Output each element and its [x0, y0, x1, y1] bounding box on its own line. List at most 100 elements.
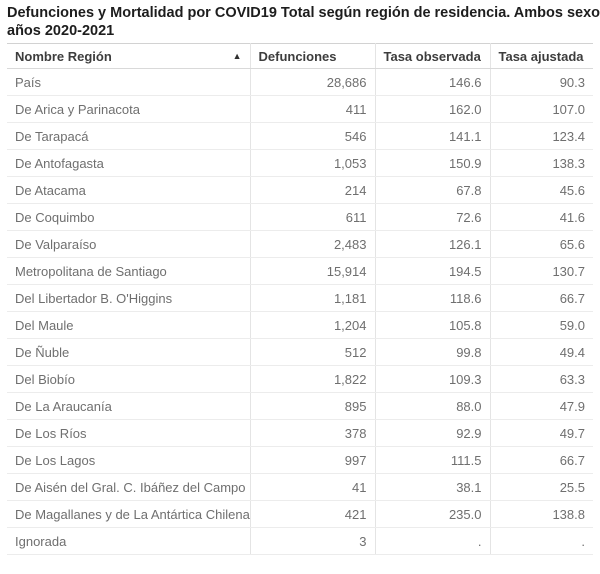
table-row: De Los Ríos 378 92.9 49.7 [7, 419, 593, 448]
tasa-ajustada-cell: 66.7 [490, 284, 593, 313]
region-cell: País [7, 68, 251, 97]
region-cell: De Ñuble [7, 338, 251, 367]
defunciones-cell: 1,204 [250, 311, 376, 340]
defunciones-cell: 3 [250, 527, 376, 556]
page-title-line-1: Defunciones y Mortalidad por COVID19 Tot… [7, 5, 600, 21]
tasa-observada-cell: 38.1 [375, 473, 491, 502]
defunciones-cell: 411 [250, 95, 376, 124]
tasa-ajustada-cell: 90.3 [490, 68, 593, 97]
tasa-observada-cell: 111.5 [375, 446, 491, 475]
defunciones-cell: 611 [250, 203, 376, 232]
table-row: De Ñuble 512 99.8 49.4 [7, 338, 593, 367]
tasa-ajustada-cell: 123.4 [490, 122, 593, 151]
region-cell: De Arica y Parinacota [7, 95, 251, 124]
table-row: Del Maule 1,204 105.8 59.0 [7, 311, 593, 340]
tasa-ajustada-cell: 47.9 [490, 392, 593, 421]
tasa-ajustada-cell: 138.8 [490, 500, 593, 529]
tasa-observada-cell: 92.9 [375, 419, 491, 448]
defunciones-cell: 15,914 [250, 257, 376, 286]
tasa-observada-cell: 99.8 [375, 338, 491, 367]
region-cell: De Tarapacá [7, 122, 251, 151]
defunciones-cell: 2,483 [250, 230, 376, 259]
tasa-observada-cell: 105.8 [375, 311, 491, 340]
table-header-row: Nombre Región ▲ Defunciones Tasa observa… [7, 43, 593, 70]
table-row: De La Araucanía 895 88.0 47.9 [7, 392, 593, 421]
table-row: De Aisén del Gral. C. Ibáñez del Campo 41… [7, 473, 593, 502]
table-row: De Coquimbo 611 72.6 41.6 [7, 203, 593, 232]
defunciones-cell: 41 [250, 473, 376, 502]
defunciones-cell: 1,822 [250, 365, 376, 394]
region-cell: Metropolitana de Santiago [7, 257, 251, 286]
tasa-observada-cell: 146.6 [375, 68, 491, 97]
tasa-ajustada-cell: 107.0 [490, 95, 593, 124]
mortality-table: Nombre Región ▲ Defunciones Tasa observa… [7, 43, 593, 556]
region-cell: De Coquimbo [7, 203, 251, 232]
defunciones-cell: 378 [250, 419, 376, 448]
tasa-ajustada-cell: . [490, 527, 593, 556]
tasa-observada-cell: 235.0 [375, 500, 491, 529]
table-row: País 28,686 146.6 90.3 [7, 68, 593, 97]
defunciones-cell: 1,181 [250, 284, 376, 313]
sort-ascending-icon: ▲ [232, 50, 242, 61]
tasa-observada-cell: 194.5 [375, 257, 491, 286]
region-cell: De La Araucanía [7, 392, 251, 421]
tasa-observada-cell: 109.3 [375, 365, 491, 394]
table-row: De Antofagasta 1,053 150.9 138.3 [7, 149, 593, 178]
column-header-defunciones[interactable]: Defunciones [250, 43, 376, 70]
region-cell: De Los Ríos [7, 419, 251, 448]
column-header-nombre-region-label: Nombre Región [15, 48, 112, 64]
tasa-observada-cell: 67.8 [375, 176, 491, 205]
defunciones-cell: 997 [250, 446, 376, 475]
tasa-observada-cell: 126.1 [375, 230, 491, 259]
tasa-ajustada-cell: 41.6 [490, 203, 593, 232]
table-row: Metropolitana de Santiago 15,914 194.5 130.… [7, 257, 593, 286]
column-header-nombre-region[interactable]: Nombre Región ▲ [7, 43, 251, 70]
table-row: De Atacama 214 67.8 45.6 [7, 176, 593, 205]
tasa-observada-cell: 162.0 [375, 95, 491, 124]
tasa-observada-cell: 72.6 [375, 203, 491, 232]
table-row: De Valparaíso 2,483 126.1 65.6 [7, 230, 593, 259]
defunciones-cell: 546 [250, 122, 376, 151]
table-row: De Los Lagos 997 111.5 66.7 [7, 446, 593, 475]
region-cell: Ignorada [7, 527, 251, 556]
region-cell: De Atacama [7, 176, 251, 205]
tasa-ajustada-cell: 63.3 [490, 365, 593, 394]
defunciones-cell: 512 [250, 338, 376, 367]
tasa-ajustada-cell: 25.5 [490, 473, 593, 502]
table-row: De Tarapacá 546 141.1 123.4 [7, 122, 593, 151]
tasa-ajustada-cell: 49.7 [490, 419, 593, 448]
page-title-line-2: años 2020-2021 [7, 22, 115, 39]
column-header-tasa-ajustada[interactable]: Tasa ajustada [490, 43, 593, 70]
tasa-ajustada-cell: 59.0 [490, 311, 593, 340]
tasa-ajustada-cell: 45.6 [490, 176, 593, 205]
table-row: Ignorada 3.. [7, 527, 593, 556]
tasa-ajustada-cell: 138.3 [490, 149, 593, 178]
region-cell: Del Maule [7, 311, 251, 340]
tasa-observada-cell: 118.6 [375, 284, 491, 313]
region-cell: De Aisén del Gral. C. Ibáñez del Campo [7, 473, 251, 502]
region-cell: De Antofagasta [7, 149, 251, 178]
tasa-ajustada-cell: 66.7 [490, 446, 593, 475]
defunciones-cell: 214 [250, 176, 376, 205]
tasa-ajustada-cell: 65.6 [490, 230, 593, 259]
region-cell: De Valparaíso [7, 230, 251, 259]
table-row: De Arica y Parinacota 411 162.0 107.0 [7, 95, 593, 124]
table-row: Del Libertador B. O'Higgins 1,181 118.6 66.… [7, 284, 593, 313]
region-cell: De Magallanes y de La Antártica Chilena [7, 500, 251, 529]
defunciones-cell: 421 [250, 500, 376, 529]
tasa-observada-cell: 141.1 [375, 122, 491, 151]
table-row: De Magallanes y de La Antártica Chilena 4… [7, 500, 593, 529]
defunciones-cell: 28,686 [250, 68, 376, 97]
tasa-ajustada-cell: 130.7 [490, 257, 593, 286]
page-title: Defunciones y Mortalidad por COVID19 Tot… [0, 0, 600, 43]
region-cell: De Los Lagos [7, 446, 251, 475]
table-header: Nombre Región ▲ Defunciones Tasa observa… [7, 43, 593, 70]
tasa-observada-cell: 150.9 [375, 149, 491, 178]
column-header-tasa-observada[interactable]: Tasa observada [375, 43, 491, 70]
tasa-observada-cell: . [375, 527, 491, 556]
tasa-observada-cell: 88.0 [375, 392, 491, 421]
defunciones-cell: 1,053 [250, 149, 376, 178]
table-row: Del Biobío 1,822 109.3 63.3 [7, 365, 593, 394]
region-cell: Del Biobío [7, 365, 251, 394]
region-cell: Del Libertador B. O'Higgins [7, 284, 251, 313]
